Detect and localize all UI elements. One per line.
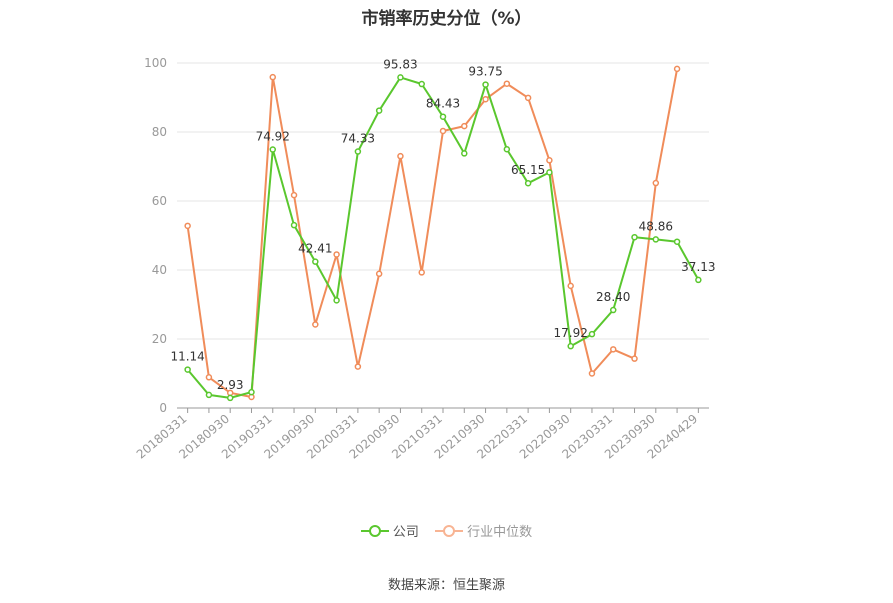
legend-item-industry[interactable]: 行业中位数 bbox=[435, 521, 532, 540]
data-point-company bbox=[248, 388, 255, 396]
data-point-company bbox=[418, 80, 425, 88]
data-point-company bbox=[673, 238, 681, 245]
data-point-company bbox=[333, 297, 340, 304]
data-point-industry bbox=[482, 95, 489, 103]
legend-line-icon bbox=[435, 524, 464, 537]
data-point-industry bbox=[567, 282, 574, 290]
y-tick-label: 40 bbox=[152, 263, 167, 277]
data-point-industry bbox=[354, 363, 362, 370]
data-point-company bbox=[439, 113, 447, 120]
data-point-industry bbox=[375, 270, 383, 278]
data-label: 95.83 bbox=[383, 57, 417, 71]
data-point-industry bbox=[397, 152, 404, 160]
chart-legend: 公司 行业中位数 bbox=[0, 521, 893, 542]
chart-title: 市销率历史分位（%） bbox=[361, 9, 532, 29]
y-tick-label: 100 bbox=[144, 56, 167, 70]
data-point-company bbox=[609, 306, 617, 314]
data-label: 17.92 bbox=[554, 326, 588, 340]
data-point-industry bbox=[461, 122, 468, 130]
line-chart: 0204060801002018033120180930201903312019… bbox=[134, 56, 716, 462]
data-point-industry bbox=[333, 251, 340, 258]
data-point-company bbox=[482, 81, 489, 88]
y-tick-label: 60 bbox=[152, 194, 167, 208]
series-line-industry bbox=[186, 68, 679, 398]
legend-item-company[interactable]: 公司 bbox=[360, 521, 419, 540]
data-point-company bbox=[631, 233, 638, 241]
data-point-industry bbox=[546, 157, 553, 164]
data-point-industry bbox=[439, 127, 447, 135]
data-point-company bbox=[312, 258, 319, 265]
series-line-company bbox=[186, 76, 700, 399]
data-point-company bbox=[652, 236, 660, 243]
data-point-industry bbox=[184, 222, 191, 230]
data-point-industry bbox=[524, 94, 532, 102]
data-point-company bbox=[524, 179, 532, 187]
data-label: 74.92 bbox=[256, 130, 290, 144]
y-tick-label: 80 bbox=[152, 125, 167, 139]
source-note: 数据来源：恒生聚源 bbox=[387, 578, 505, 593]
legend-label-industry: 行业中位数 bbox=[467, 525, 533, 540]
data-point-company bbox=[184, 366, 191, 373]
y-tick-label: 20 bbox=[152, 332, 167, 346]
data-point-company bbox=[375, 107, 383, 114]
data-point-company bbox=[503, 146, 511, 153]
data-point-industry bbox=[205, 374, 213, 381]
data-point-company bbox=[269, 146, 277, 153]
data-point-industry bbox=[418, 269, 425, 276]
data-point-industry bbox=[673, 65, 681, 73]
data-label: 48.86 bbox=[639, 219, 673, 233]
data-point-company bbox=[354, 148, 362, 155]
data-point-company bbox=[205, 391, 213, 399]
data-point-company bbox=[588, 330, 596, 338]
data-label: 42.41 bbox=[298, 242, 332, 256]
legend-label-company: 公司 bbox=[392, 525, 419, 540]
data-point-industry bbox=[290, 191, 298, 199]
data-point-company bbox=[567, 342, 574, 350]
y-tick-label: 0 bbox=[159, 401, 167, 415]
data-label: 37.13 bbox=[681, 260, 715, 274]
data-point-company bbox=[226, 394, 234, 402]
data-label: 84.43 bbox=[426, 97, 460, 111]
data-label: 2.93 bbox=[217, 378, 244, 392]
data-point-company bbox=[695, 276, 702, 284]
data-point-industry bbox=[269, 73, 277, 81]
data-label: 28.40 bbox=[596, 290, 630, 304]
data-point-company bbox=[546, 169, 553, 176]
legend-line-icon bbox=[360, 524, 389, 537]
data-point-industry bbox=[588, 370, 596, 377]
data-point-industry bbox=[312, 321, 319, 328]
data-point-industry bbox=[609, 346, 617, 353]
data-point-industry bbox=[503, 80, 511, 87]
data-point-company bbox=[397, 74, 404, 81]
data-point-company bbox=[461, 150, 468, 157]
data-point-company bbox=[290, 221, 298, 229]
data-label: 74.33 bbox=[341, 132, 375, 146]
data-label: 11.14 bbox=[170, 350, 204, 364]
data-label: 65.15 bbox=[511, 163, 545, 177]
data-point-industry bbox=[631, 355, 638, 362]
data-label: 93.75 bbox=[468, 65, 502, 79]
data-point-industry bbox=[652, 179, 660, 187]
